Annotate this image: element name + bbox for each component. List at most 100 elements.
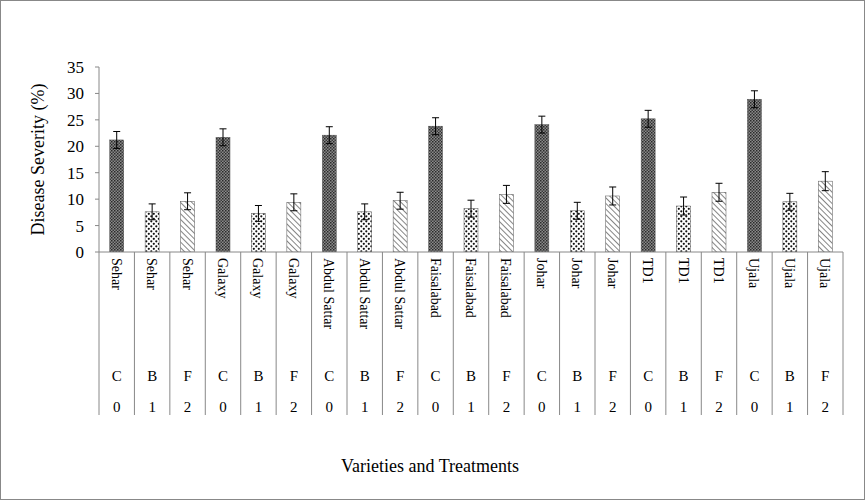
category-label: Faisalabad bbox=[498, 258, 513, 318]
treatment-label: B bbox=[360, 368, 370, 384]
code-label: 2 bbox=[715, 399, 723, 415]
category-label: TD1 bbox=[676, 258, 691, 284]
error-bar bbox=[149, 204, 156, 220]
category-divider bbox=[134, 252, 135, 415]
bar bbox=[322, 135, 336, 252]
y-tick bbox=[95, 199, 99, 200]
x-axis bbox=[99, 252, 843, 253]
code-label: 2 bbox=[503, 399, 511, 415]
y-tick bbox=[95, 119, 99, 120]
category-label: TD1 bbox=[711, 258, 726, 284]
bar bbox=[216, 137, 230, 252]
category-divider bbox=[559, 252, 560, 415]
error-bar bbox=[113, 131, 120, 148]
category-label: Faisalabad bbox=[428, 258, 443, 318]
category-label: Johar bbox=[569, 258, 584, 289]
error-bar bbox=[255, 205, 262, 221]
category-label: Abdul Sattar bbox=[357, 258, 372, 329]
category-divider bbox=[169, 252, 170, 415]
y-tick-label: 25 bbox=[67, 111, 84, 130]
treatment-label: C bbox=[537, 368, 547, 384]
category-divider bbox=[205, 252, 206, 415]
frame bbox=[1, 1, 865, 500]
category-label: Galaxy bbox=[286, 258, 301, 298]
y-tick-label: 30 bbox=[67, 84, 84, 103]
chart-root: 05101520253035SeharC0SeharB1SeharF2Galax… bbox=[0, 0, 865, 500]
category-divider bbox=[807, 252, 808, 415]
error-bar bbox=[574, 202, 581, 219]
error-bar bbox=[645, 110, 652, 127]
y-tick-label: 15 bbox=[67, 164, 84, 183]
code-label: 1 bbox=[361, 399, 369, 415]
error-bar bbox=[822, 172, 829, 191]
error-bar bbox=[184, 193, 191, 210]
category-label: Galaxy bbox=[215, 258, 230, 298]
category-label: Ujala bbox=[782, 258, 797, 289]
error-bar bbox=[361, 204, 368, 220]
treatment-label: C bbox=[112, 368, 122, 384]
treatment-label: C bbox=[431, 368, 441, 384]
y-tick-label: 35 bbox=[67, 58, 84, 77]
y-tick-label: 20 bbox=[67, 137, 84, 156]
y-tick-label: 5 bbox=[76, 217, 85, 236]
code-label: 0 bbox=[644, 399, 652, 415]
treatment-label: B bbox=[253, 368, 263, 384]
code-label: 0 bbox=[432, 399, 440, 415]
category-divider bbox=[311, 252, 312, 415]
bar bbox=[535, 125, 549, 252]
treatment-label: B bbox=[572, 368, 582, 384]
bar bbox=[818, 181, 832, 252]
y-tick-label: 10 bbox=[67, 190, 84, 209]
y-tick bbox=[95, 146, 99, 147]
code-label: 0 bbox=[538, 399, 546, 415]
code-label: 2 bbox=[184, 399, 192, 415]
category-divider bbox=[736, 252, 737, 415]
y-tick bbox=[95, 67, 99, 68]
chart: 05101520253035SeharC0SeharB1SeharF2Galax… bbox=[0, 0, 865, 500]
code-label: 1 bbox=[148, 399, 156, 415]
treatment-label: C bbox=[749, 368, 759, 384]
code-label: 1 bbox=[467, 399, 475, 415]
bar bbox=[641, 119, 655, 252]
bar bbox=[110, 140, 124, 252]
code-label: 0 bbox=[219, 399, 227, 415]
category-label: Galaxy bbox=[250, 258, 265, 298]
category-divider bbox=[488, 252, 489, 415]
bar bbox=[429, 126, 443, 252]
code-label: 2 bbox=[290, 399, 298, 415]
category-label: TD1 bbox=[640, 258, 655, 284]
y-tick bbox=[95, 93, 99, 94]
category-label: Abdul Sattar bbox=[321, 258, 336, 329]
treatment-label: F bbox=[502, 368, 510, 384]
y-tick bbox=[95, 252, 99, 253]
category-label: Sehar bbox=[144, 258, 159, 290]
error-bar bbox=[290, 194, 297, 211]
error-bar bbox=[751, 91, 758, 108]
category-divider bbox=[665, 252, 666, 415]
error-bar bbox=[786, 193, 793, 210]
category-divider bbox=[276, 252, 277, 415]
code-label: 1 bbox=[574, 399, 582, 415]
category-divider bbox=[347, 252, 348, 415]
error-bar bbox=[432, 118, 439, 135]
treatment-label: F bbox=[396, 368, 404, 384]
code-label: 0 bbox=[751, 399, 759, 415]
treatment-label: B bbox=[785, 368, 795, 384]
treatment-label: B bbox=[466, 368, 476, 384]
treatment-label: F bbox=[821, 368, 829, 384]
bars bbox=[110, 91, 833, 252]
treatment-label: B bbox=[679, 368, 689, 384]
error-bar bbox=[538, 116, 545, 133]
category-label: Abdul Sattar bbox=[392, 258, 407, 329]
error-bar bbox=[680, 197, 687, 215]
treatment-label: F bbox=[609, 368, 617, 384]
category-divider bbox=[630, 252, 631, 415]
error-bar bbox=[716, 183, 723, 201]
treatment-label: C bbox=[218, 368, 228, 384]
error-bar bbox=[503, 185, 510, 203]
category-divider bbox=[701, 252, 702, 415]
error-bar bbox=[609, 187, 616, 205]
treatment-label: C bbox=[643, 368, 653, 384]
y-tick bbox=[95, 225, 99, 226]
error-bar bbox=[326, 127, 333, 144]
